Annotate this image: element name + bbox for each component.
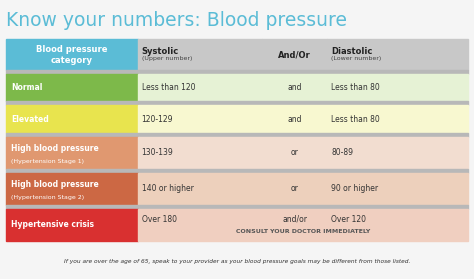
Text: Elevated: Elevated bbox=[11, 114, 49, 124]
Bar bbox=[6, 74, 137, 102]
Text: (Hypertension Stage 1): (Hypertension Stage 1) bbox=[11, 159, 84, 164]
Text: 90 or higher: 90 or higher bbox=[331, 184, 378, 193]
Text: Systolic: Systolic bbox=[142, 47, 179, 56]
Bar bbox=[137, 209, 468, 241]
Text: CONSULT YOUR DOCTOR IMMEDIATELY: CONSULT YOUR DOCTOR IMMEDIATELY bbox=[236, 230, 370, 234]
Bar bbox=[6, 169, 468, 173]
Text: If you are over the age of 65, speak to your provider as your blood pressure goa: If you are over the age of 65, speak to … bbox=[64, 259, 410, 263]
Text: Hypertensive crisis: Hypertensive crisis bbox=[11, 220, 94, 229]
Text: (Lower number): (Lower number) bbox=[331, 56, 382, 61]
Text: or: or bbox=[291, 184, 299, 193]
Bar bbox=[6, 137, 137, 169]
Bar bbox=[6, 133, 468, 137]
Text: Normal: Normal bbox=[11, 83, 42, 92]
Text: 120-129: 120-129 bbox=[142, 114, 173, 124]
Text: Know your numbers: Blood pressure: Know your numbers: Blood pressure bbox=[6, 11, 347, 30]
Bar bbox=[137, 74, 468, 102]
Text: High blood pressure: High blood pressure bbox=[11, 181, 99, 189]
Text: 130-139: 130-139 bbox=[142, 148, 173, 157]
Text: and: and bbox=[288, 83, 302, 92]
Text: Over 120: Over 120 bbox=[331, 215, 366, 223]
Text: Blood pressure
category: Blood pressure category bbox=[36, 45, 108, 65]
Text: 80-89: 80-89 bbox=[331, 148, 353, 157]
Bar bbox=[6, 209, 137, 241]
Text: (Upper number): (Upper number) bbox=[142, 56, 192, 61]
Bar bbox=[6, 173, 137, 205]
Bar bbox=[137, 173, 468, 205]
Text: or: or bbox=[291, 148, 299, 157]
Text: (Hypertension Stage 2): (Hypertension Stage 2) bbox=[11, 195, 84, 200]
Text: Less than 80: Less than 80 bbox=[331, 114, 380, 124]
Text: Less than 80: Less than 80 bbox=[331, 83, 380, 92]
Text: and: and bbox=[288, 114, 302, 124]
Bar bbox=[137, 137, 468, 169]
Bar bbox=[137, 39, 263, 70]
Text: And/Or: And/Or bbox=[278, 50, 311, 59]
Bar bbox=[6, 39, 137, 70]
Text: Over 180: Over 180 bbox=[142, 215, 177, 223]
Text: Less than 120: Less than 120 bbox=[142, 83, 195, 92]
Bar bbox=[263, 39, 327, 70]
Bar bbox=[6, 70, 468, 74]
Text: 140 or higher: 140 or higher bbox=[142, 184, 193, 193]
Bar bbox=[137, 105, 468, 133]
Text: Diastolic: Diastolic bbox=[331, 47, 373, 56]
Text: High blood pressure: High blood pressure bbox=[11, 144, 99, 153]
Bar bbox=[6, 102, 468, 105]
Bar bbox=[6, 205, 468, 209]
Text: and/or: and/or bbox=[282, 215, 307, 223]
Bar bbox=[327, 39, 468, 70]
Bar bbox=[6, 105, 137, 133]
